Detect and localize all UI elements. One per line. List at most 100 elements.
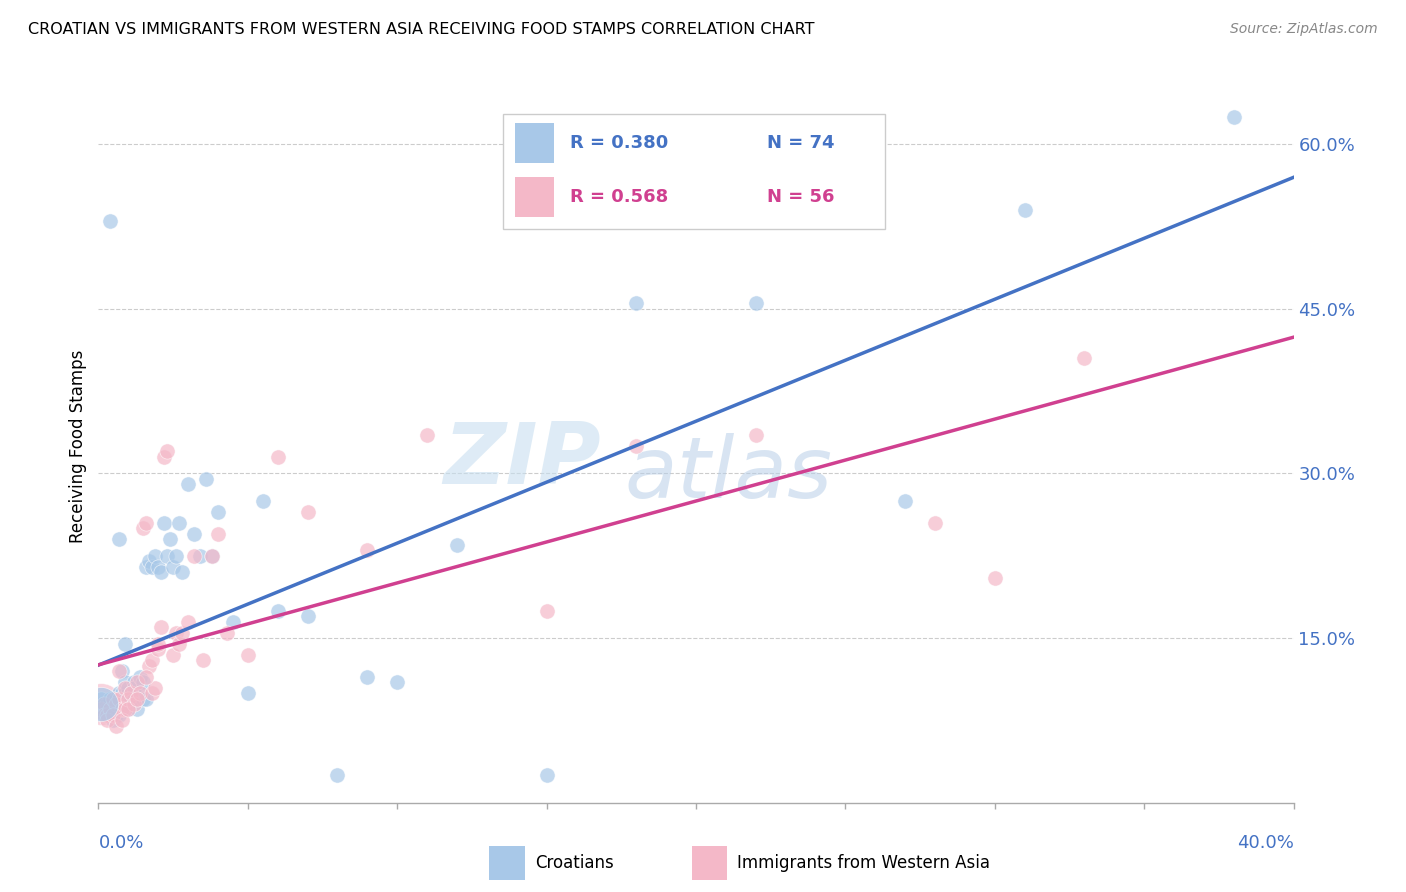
Point (207, 505, 229, 519)
Text: Source: ZipAtlas.com: Source: ZipAtlas.com (1230, 22, 1378, 37)
Point (165, 549, 187, 563)
Point (148, 559, 170, 574)
Point (111, 714, 134, 728)
Point (124, 675, 146, 690)
Point (626, 296, 648, 310)
Point (172, 625, 194, 640)
Point (111, 686, 134, 700)
Point (1073, 351, 1095, 366)
Point (536, 768, 558, 782)
Point (267, 604, 290, 618)
Point (156, 444, 179, 458)
Point (108, 691, 131, 706)
Point (108, 691, 131, 706)
Point (141, 653, 163, 667)
Point (132, 691, 155, 706)
Point (162, 559, 184, 574)
Point (150, 620, 173, 634)
Point (124, 681, 146, 695)
Point (114, 686, 136, 700)
Point (141, 559, 163, 574)
Point (124, 691, 146, 706)
Point (143, 681, 166, 695)
Point (100, 702, 122, 716)
Point (117, 697, 139, 711)
Point (111, 702, 134, 716)
Point (105, 719, 128, 733)
Point (536, 604, 558, 618)
Point (177, 477, 200, 491)
Point (108, 533, 131, 547)
Point (93, 708, 115, 723)
Point (894, 494, 917, 508)
Point (129, 686, 152, 700)
Bar (515, 123, 554, 162)
Point (150, 566, 173, 580)
Point (156, 549, 179, 563)
Point (195, 472, 218, 486)
Point (745, 296, 768, 310)
Point (117, 702, 139, 716)
Point (222, 615, 245, 629)
Point (148, 642, 170, 657)
Point (90, 691, 112, 706)
Point (103, 708, 125, 723)
Point (96, 708, 118, 723)
Point (141, 686, 163, 700)
Point (385, 675, 409, 690)
Point (356, 669, 378, 683)
Point (201, 549, 224, 563)
Point (114, 681, 136, 695)
Point (135, 516, 157, 530)
Text: N = 56: N = 56 (766, 188, 834, 206)
Point (745, 428, 768, 442)
Point (135, 691, 157, 706)
Y-axis label: Receiving Food Stamps: Receiving Food Stamps (69, 350, 87, 542)
Point (96, 702, 118, 716)
Point (108, 686, 131, 700)
Point (117, 681, 139, 695)
Point (207, 526, 229, 541)
Point (236, 648, 259, 662)
Point (103, 714, 125, 728)
Point (236, 686, 259, 700)
Point (90, 702, 112, 716)
Point (96, 697, 118, 711)
Point (117, 702, 139, 716)
Point (111, 702, 134, 716)
Point (96, 708, 118, 723)
Text: atlas: atlas (624, 433, 832, 516)
Point (105, 697, 128, 711)
Point (165, 625, 187, 640)
Point (135, 559, 157, 574)
Point (100, 214, 122, 228)
Point (127, 691, 149, 706)
Bar (515, 178, 554, 218)
Point (138, 554, 160, 568)
Point (129, 669, 152, 683)
Point (127, 702, 149, 716)
Point (108, 664, 131, 678)
Text: Immigrants from Western Asia: Immigrants from Western Asia (737, 854, 990, 872)
Point (153, 516, 176, 530)
Point (90, 697, 112, 711)
Point (252, 494, 274, 508)
Point (148, 637, 170, 651)
Bar (692, 846, 727, 880)
Point (120, 686, 142, 700)
Point (103, 691, 125, 706)
Point (117, 691, 139, 706)
Point (215, 625, 238, 640)
Point (153, 450, 176, 464)
Point (183, 549, 205, 563)
Point (93, 697, 115, 711)
Text: ZIP: ZIP (443, 418, 600, 502)
Point (111, 664, 134, 678)
Point (167, 516, 190, 530)
Point (114, 702, 136, 716)
Text: Croatians: Croatians (534, 854, 613, 872)
Point (103, 702, 125, 716)
Bar (489, 846, 524, 880)
Point (103, 691, 125, 706)
Point (138, 658, 160, 673)
